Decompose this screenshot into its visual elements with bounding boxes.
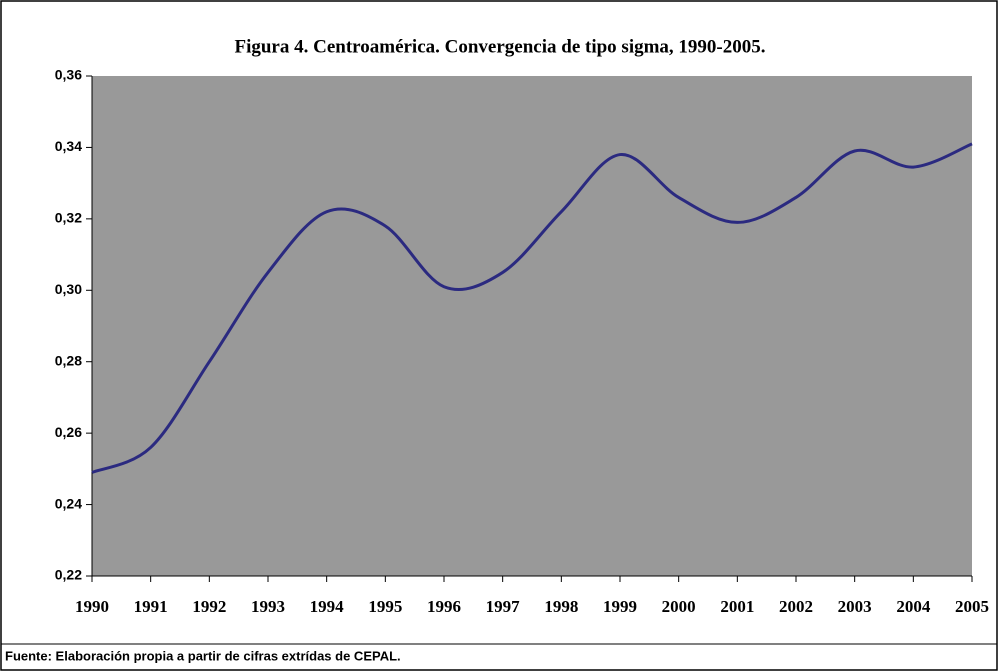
y-tick-label: 0,26 — [55, 424, 82, 440]
x-tick-label: 2003 — [838, 597, 872, 616]
y-tick-label: 0,22 — [55, 567, 82, 583]
x-tick-label: 1994 — [310, 597, 345, 616]
x-tick-label: 1996 — [427, 597, 461, 616]
y-tick-label: 0,30 — [55, 281, 82, 297]
y-tick-label: 0,34 — [55, 138, 82, 154]
x-tick-label: 2004 — [896, 597, 931, 616]
chart-title: Figura 4. Centroamérica. Convergencia de… — [234, 36, 765, 57]
y-tick-label: 0,24 — [55, 495, 82, 511]
y-tick-label: 0,32 — [55, 210, 82, 226]
x-tick-label: 1993 — [251, 597, 285, 616]
data-line — [91, 142, 973, 474]
y-tick-label: 0,28 — [55, 352, 82, 368]
x-tick-label: 1998 — [544, 597, 578, 616]
x-tick-label: 2001 — [720, 597, 754, 616]
x-tick-label: 1997 — [486, 597, 521, 616]
x-tick-label: 1990 — [75, 597, 109, 616]
plot-area — [92, 76, 972, 576]
x-tick-label: 1991 — [134, 597, 168, 616]
x-tick-label: 2000 — [662, 597, 696, 616]
x-tick-label: 2005 — [955, 597, 989, 616]
x-tick-label: 2002 — [779, 597, 813, 616]
source-note: Fuente: Elaboración propia a partir de c… — [5, 648, 401, 663]
x-tick-label: 1995 — [368, 597, 402, 616]
y-tick-label: 0,36 — [55, 67, 82, 83]
x-tick-label: 1999 — [603, 597, 637, 616]
x-tick-label: 1992 — [192, 597, 226, 616]
